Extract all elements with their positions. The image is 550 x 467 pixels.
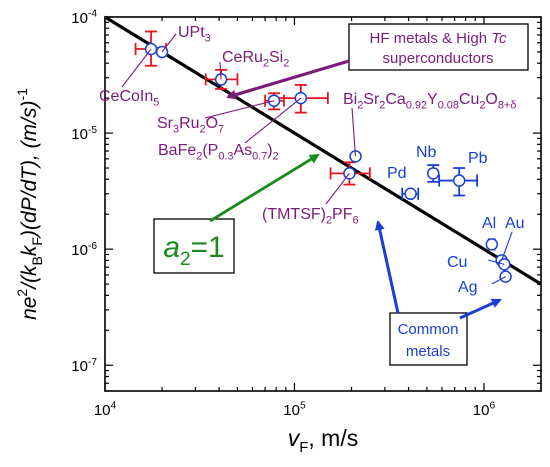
fit-line: [104, 15, 542, 286]
point-labels: CeRu2Si2 UPt3 CeCoIn5 Sr3Ru2O7 BaFe2(P0.3As0…: [99, 24, 525, 296]
point-Al: [485, 238, 499, 251]
metals-arrow-2: [459, 298, 502, 320]
x-tick-label: 104: [94, 401, 117, 419]
x-axis-title: vF, m/s: [288, 425, 359, 456]
label-nb: Nb: [416, 144, 437, 161]
tick-marks: [104, 16, 542, 392]
axes: [104, 16, 542, 392]
label-ceru2si2: CeRu2Si2: [222, 49, 289, 69]
slope-arrow: [209, 153, 320, 223]
leader-Ag: [491, 276, 506, 285]
leader-BaFe2(P0.3As0.7)2: [244, 97, 302, 144]
leader-Sr3Ru2O7: [204, 100, 275, 119]
label-pb: Pb: [468, 150, 488, 167]
metals-arrow-1: [374, 220, 400, 314]
annotations: HF metals & High Tc superconductors Common…: [153, 23, 529, 366]
point-Pd: [404, 187, 417, 201]
metals-box-line2: metals: [406, 343, 450, 360]
label-al: Al: [482, 215, 496, 232]
leader-CeCoIn5: [121, 48, 152, 88]
y-tick-label: 10-7: [71, 357, 97, 375]
axis-titles: vF, m/s ne2/(kBkF)(dP/dT), (m/s)-1: [14, 88, 358, 456]
hf-box-line1: HF metals & High Tc: [370, 30, 507, 47]
metals-box: [389, 312, 468, 366]
y-axis-title-group: ne2/(kBkF)(dP/dT), (m/s)-1: [14, 88, 45, 320]
leader-UPt3: [161, 33, 177, 53]
leader-Cu: [487, 259, 505, 265]
x-tick-label: 105: [283, 401, 306, 419]
leader-Au: [501, 231, 513, 261]
fit-line-a2-1: [104, 15, 542, 286]
label-pd: Pd: [387, 165, 407, 182]
point-Nb: [427, 167, 440, 180]
label-cu: Cu: [447, 254, 467, 271]
point-Pb: [452, 174, 466, 187]
y-tick-label: 10-6: [71, 241, 97, 259]
label-cecoin5: CeCoIn5: [99, 88, 159, 108]
plot-frame: [104, 16, 542, 392]
x-tick-label: 106: [473, 401, 496, 419]
label-upt3: UPt3: [178, 24, 211, 44]
label-tmtsf2pf6: (TMTSF)2PF6: [262, 206, 359, 226]
hf-arrow: [226, 59, 350, 100]
hf-box: [348, 23, 529, 71]
leader-CeRu2Si2: [219, 61, 222, 80]
y-tick-label: 10-5: [71, 125, 97, 143]
label-au: Au: [505, 215, 525, 232]
y-tick-label: 10-4: [71, 9, 97, 27]
leader-BSCCO: [351, 107, 357, 157]
slope-box: [153, 218, 235, 274]
tick-labels: 104 105 106 10-7 10-6 10-5 10-4: [71, 9, 495, 419]
hf-box-line2: superconductors: [383, 50, 494, 67]
slope-label: a2=1: [163, 231, 224, 270]
label-sr3ru2o7: Sr3Ru2O7: [157, 115, 224, 135]
y-axis-title: ne2/(kBkF)(dP/dT), (m/s)-1: [14, 88, 45, 320]
leader-TMTSF2PF6: [325, 173, 350, 205]
label-bafe2pas2: BaFe2(P0.3As0.7)2: [158, 142, 279, 162]
label-ag: Ag: [458, 279, 478, 296]
label-bscco: Bi2Sr2Ca0.92Y0.08Cu2O8+δ: [343, 91, 516, 111]
metals-box-line1: Common: [398, 321, 459, 338]
